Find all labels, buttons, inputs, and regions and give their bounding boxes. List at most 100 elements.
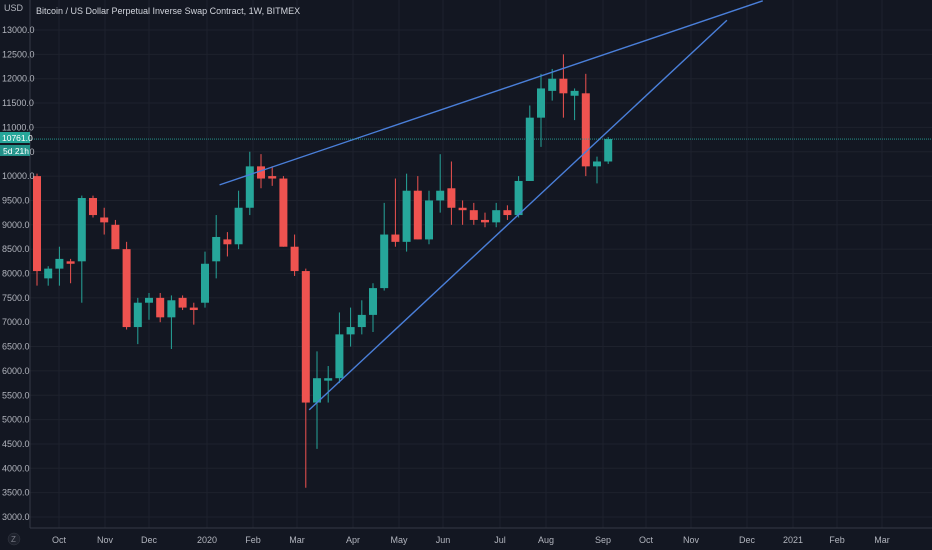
candle-body	[245, 166, 254, 208]
price-tick-label: 4500.0	[2, 439, 30, 449]
price-tick-label: 7500.0	[2, 293, 30, 303]
candle-body	[335, 334, 344, 379]
candle-body	[469, 210, 478, 220]
candle-body	[167, 300, 176, 318]
candle-body	[33, 176, 41, 272]
usd-label: USD	[4, 3, 24, 13]
candle	[77, 195, 86, 303]
candle-body	[301, 271, 310, 403]
time-tick-label: Feb	[829, 535, 845, 545]
unit-label[interactable]: USD	[2, 0, 24, 14]
candle-body	[268, 176, 277, 179]
candle	[357, 300, 366, 335]
candle-body	[234, 207, 243, 245]
time-tick-label: Nov	[97, 535, 114, 545]
trendline[interactable]	[219, 0, 763, 186]
candle-body	[313, 378, 321, 403]
last-price-badge: 10761.0 5d 21h	[0, 132, 33, 156]
candle-body	[145, 297, 153, 303]
price-axis-panel[interactable]	[0, 0, 30, 528]
time-tick-label: Dec	[141, 535, 158, 545]
candle	[156, 292, 165, 323]
candle-body	[189, 307, 198, 311]
candle	[100, 207, 109, 235]
candle-body	[111, 224, 120, 250]
candle-body	[133, 302, 142, 328]
candle-body	[44, 268, 53, 279]
candle-body	[122, 249, 131, 328]
time-axis-panel[interactable]	[0, 528, 932, 550]
last-price-label: 10761.0	[2, 133, 33, 143]
price-tick-label: 9500.0	[2, 195, 30, 205]
candle	[268, 166, 277, 186]
candle	[413, 176, 422, 240]
candles	[33, 54, 613, 488]
candle-body	[290, 246, 299, 272]
candle-body	[324, 378, 333, 381]
candle	[89, 195, 97, 218]
grid	[30, 0, 932, 528]
candle-body	[436, 190, 445, 201]
tradingview-logo[interactable]: Z	[7, 532, 21, 546]
candle-body	[481, 219, 489, 223]
candle	[301, 268, 310, 488]
candle	[525, 105, 534, 181]
candle	[167, 295, 176, 349]
time-tick-label: Apr	[346, 535, 360, 545]
price-tick-label: 8000.0	[2, 269, 30, 279]
candle-body	[212, 236, 221, 262]
candle	[189, 302, 198, 325]
price-tick-label: 11000.0	[2, 122, 34, 132]
trendline[interactable]	[308, 19, 728, 411]
candle	[145, 292, 153, 320]
candle-body	[279, 178, 288, 247]
candle-body	[89, 198, 97, 216]
candle	[447, 161, 456, 225]
logo-text: Z	[11, 535, 16, 544]
candle	[492, 202, 501, 228]
candle-body	[178, 297, 187, 308]
candle	[279, 176, 288, 247]
time-ticks: Oct Nov Dec 2020 Feb Mar Apr May Jun Jul Aug Sep Oct…	[52, 535, 890, 545]
time-tick-label: Jul	[494, 535, 506, 545]
price-tick-label: 12500.0	[2, 49, 35, 59]
time-tick-label: Feb	[245, 535, 261, 545]
countdown-label: 5d 21h	[3, 146, 29, 156]
time-tick-label: Mar	[289, 535, 305, 545]
time-tick-label: Sep	[595, 535, 611, 545]
candle-body	[425, 200, 433, 240]
time-tick-label: Aug	[538, 535, 554, 545]
candle-body	[604, 139, 613, 162]
time-tick-label: 2020	[197, 535, 217, 545]
candle	[593, 156, 601, 184]
candle-body	[581, 93, 590, 167]
candle	[346, 307, 355, 347]
candle	[380, 202, 389, 291]
candle	[122, 241, 131, 330]
candle-body	[156, 297, 165, 318]
candle	[313, 351, 321, 449]
candle-body	[458, 207, 467, 211]
time-tick-label: Jun	[436, 535, 451, 545]
candle	[425, 190, 433, 245]
candle	[66, 258, 75, 284]
candle-body	[257, 166, 265, 179]
candle-body	[492, 210, 501, 223]
candle-body	[413, 190, 422, 240]
price-tick-label: 5500.0	[2, 390, 30, 400]
time-tick-label: 2021	[783, 535, 803, 545]
candle	[212, 215, 221, 279]
candle	[234, 190, 243, 250]
candle-body	[346, 327, 355, 335]
candle	[458, 200, 467, 225]
candle-body	[514, 180, 523, 216]
price-tick-label: 5000.0	[2, 415, 30, 425]
candle-body	[55, 258, 64, 269]
candle-body	[201, 263, 209, 303]
candle-body	[525, 117, 534, 181]
candle	[604, 137, 613, 164]
candle	[559, 54, 568, 118]
